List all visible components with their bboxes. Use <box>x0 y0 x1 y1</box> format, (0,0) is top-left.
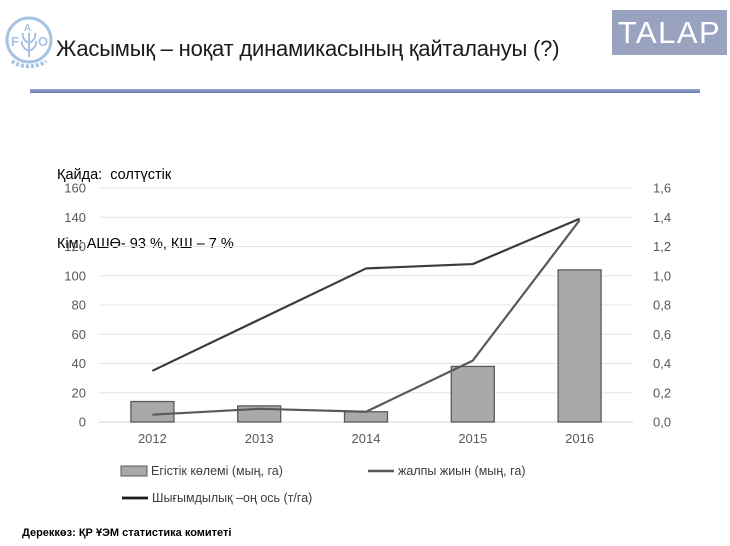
x-axis-label: 2012 <box>138 431 167 446</box>
svg-text:A: A <box>24 23 31 34</box>
bar-2015 <box>450 365 495 423</box>
bar-2014 <box>343 411 389 423</box>
combo-chart: 0 0,0 20 0,2 40 0,4 60 0,6 80 0,8 100 1,0 120 1,2 140 1… <box>64 181 671 506</box>
legend-swatch-bar <box>120 465 148 477</box>
bar-2012 <box>130 400 175 423</box>
left-axis-tick: 80 <box>72 298 86 313</box>
legend-label-harvest: жалпы жиын (мың, га) <box>398 464 526 478</box>
title-divider <box>30 89 700 93</box>
right-axis-tick: 1,0 <box>653 268 671 283</box>
fao-logo-icon: F O A <box>5 16 53 69</box>
legend-label-area: Егістік көлемі (мың, га) <box>151 464 283 478</box>
legend-label-yield: Шығымдылық –оң ось (т/га) <box>152 491 312 505</box>
left-axis-tick: 60 <box>72 327 86 342</box>
page-title: Жасымық – ноқат динамикасының қайталануы… <box>56 36 560 61</box>
right-axis-tick: 0,4 <box>653 356 671 371</box>
right-axis-tick: 0,0 <box>653 415 671 430</box>
right-axis-tick: 1,2 <box>653 239 671 254</box>
left-axis-tick: 100 <box>64 268 86 283</box>
svg-text:F: F <box>11 34 19 49</box>
line-left-axis <box>152 219 581 416</box>
right-axis-tick: 0,2 <box>653 385 671 400</box>
x-axis-label: 2014 <box>352 431 381 446</box>
x-axis-label: 2015 <box>458 431 487 446</box>
x-axis-label: 2016 <box>565 431 594 446</box>
right-axis-tick: 1,4 <box>653 210 671 225</box>
left-axis-tick: 120 <box>64 239 86 254</box>
left-axis-tick: 40 <box>72 356 86 371</box>
left-axis-tick: 0 <box>79 415 86 430</box>
right-axis-tick: 0,6 <box>653 327 671 342</box>
talap-logo: TALAP <box>612 10 727 55</box>
source-note: Дереккөз: ҚР ҰЭМ статистика комитеті <box>22 527 232 539</box>
chart-subtitle: Қайда: солтүстік Кім: АШӨ- 93 %, КШ – 7 … <box>57 118 234 302</box>
bar-2016 <box>557 269 602 423</box>
svg-text:O: O <box>38 34 48 49</box>
right-axis-tick: 1,6 <box>653 181 671 196</box>
left-axis-tick: 140 <box>64 210 86 225</box>
subtitle-line-who: Кім: АШӨ- 93 %, КШ – 7 % <box>57 236 234 252</box>
left-axis-tick: 160 <box>64 181 86 196</box>
subtitle-line-where: Қайда: солтүстік <box>57 167 172 183</box>
right-axis-tick: 0,8 <box>653 298 671 313</box>
x-axis-label: 2013 <box>245 431 274 446</box>
line-right-axis <box>151 217 581 372</box>
left-axis-tick: 20 <box>72 385 86 400</box>
